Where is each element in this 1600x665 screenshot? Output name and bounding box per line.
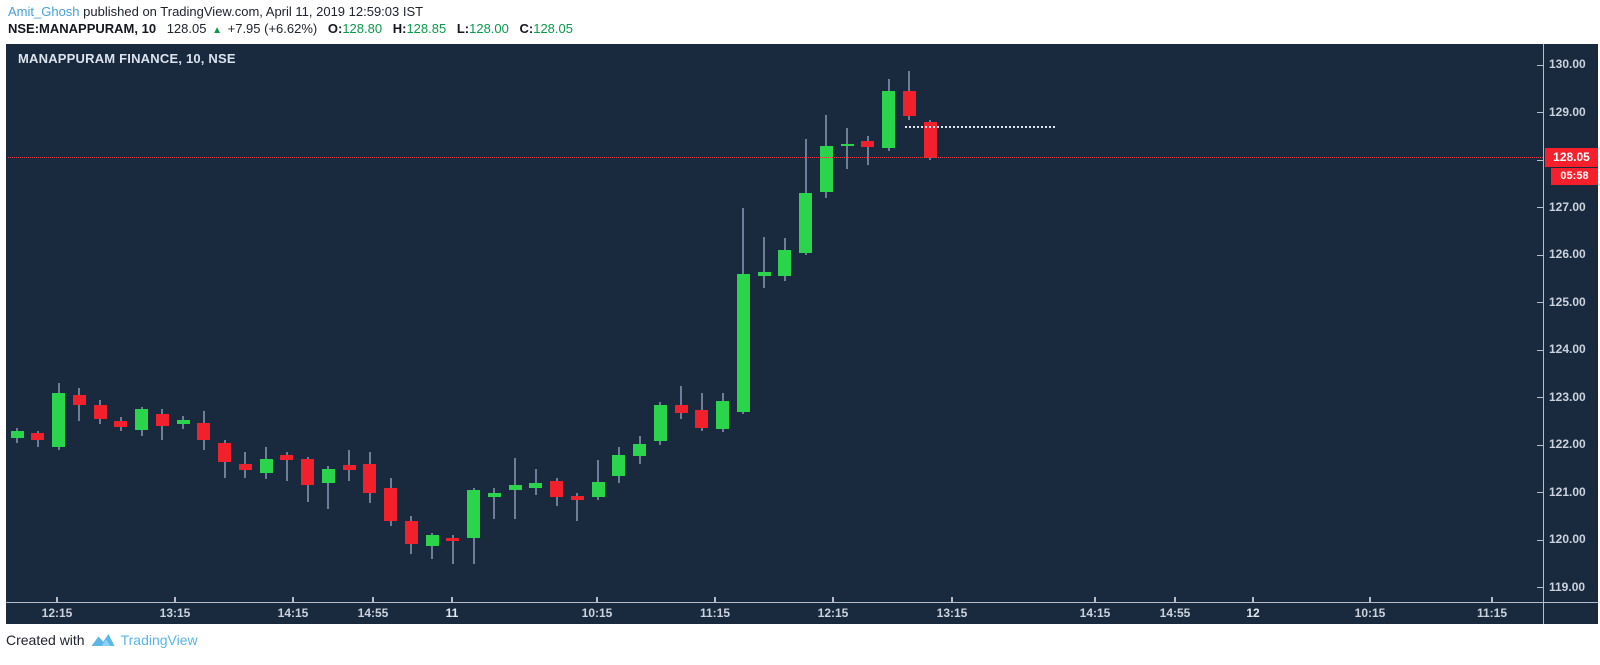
chart-title: MANAPPURAM FINANCE, 10, NSE <box>18 51 236 66</box>
change-up-arrow-icon: ▲ <box>212 25 222 36</box>
published-line: Amit_Ghosh published on TradingView.com,… <box>8 4 423 19</box>
low-value: 128.00 <box>469 21 509 36</box>
symbol-title: NSE:MANAPPURAM, 10 <box>8 21 157 36</box>
top-info-bar: Amit_Ghosh published on TradingView.com,… <box>0 0 1600 44</box>
close-value: 128.05 <box>533 21 573 36</box>
chart-plot-area[interactable] <box>6 44 1598 624</box>
price-change: +7.95 (+6.62%) <box>227 21 318 36</box>
close-label: C: <box>519 21 534 36</box>
published-text: published on TradingView.com, April 11, … <box>83 4 424 19</box>
tradingview-logo-icon[interactable] <box>91 633 115 648</box>
high-value: 128.85 <box>406 21 447 36</box>
open-label: O: <box>327 21 343 36</box>
last-price: 128.05 <box>166 21 207 36</box>
symbol-status-line: NSE:MANAPPURAM, 10 128.05 ▲ +7.95 (+6.62… <box>8 21 573 36</box>
open-value: 128.80 <box>342 21 383 36</box>
tradingview-brand-link[interactable]: TradingView <box>120 632 198 648</box>
author-link[interactable]: Amit_Ghosh <box>8 4 80 19</box>
low-label: L: <box>456 21 470 36</box>
footer: Created with TradingView <box>6 629 198 651</box>
high-label: H: <box>392 21 407 36</box>
created-with-text: Created with <box>6 632 85 648</box>
